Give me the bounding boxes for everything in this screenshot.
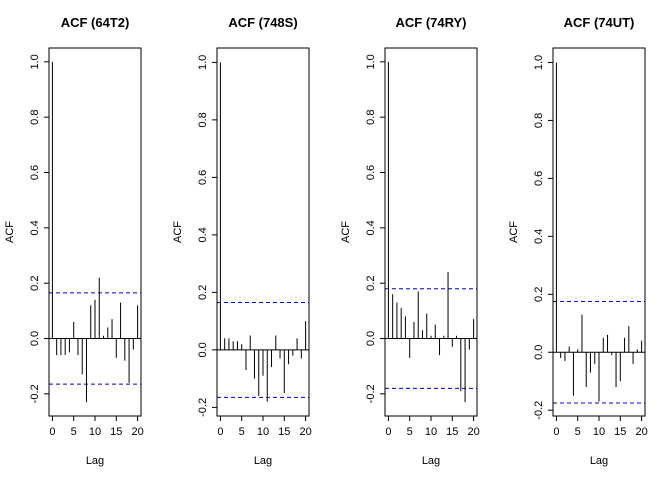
x-tick-label: 5	[71, 426, 77, 438]
plot-frame	[48, 47, 142, 417]
y-tick-label: 1.0	[197, 55, 209, 70]
y-tick-label: -0.2	[29, 384, 41, 403]
y-tick-label: 0.4	[29, 220, 41, 235]
y-tick-label: 0.6	[29, 165, 41, 180]
acf-panel: ACF (748S) 0 5 10 15 20 -0.2 0.0 0.2 0.4 0.6 0.8 1.0…	[172, 15, 312, 467]
acf-panel: ACF (74RY) 0 5 10 15 20 -0.2 0.0 0.2 0.4 0.6 0.8 1.0…	[340, 15, 480, 467]
x-tick-label: 10	[89, 426, 101, 438]
x-tick-label: 5	[239, 426, 245, 438]
y-tick-label: -0.2	[197, 398, 209, 417]
chart-title: ACF (74RY)	[395, 15, 466, 30]
y-tick-label: 0.8	[365, 110, 377, 125]
y-tick-label: 1.0	[365, 54, 377, 69]
acf-panel: ACF (64T2) 0 5 10 15 20 -0.2 0.0 0.2 0.4 0.6 0.8 1.0…	[4, 15, 144, 467]
x-tick-label: 5	[407, 426, 413, 438]
x-tick-label: 20	[635, 426, 647, 438]
plot-frame	[384, 47, 478, 417]
y-tick-label: -0.2	[365, 384, 377, 403]
x-tick-label: 20	[299, 426, 311, 438]
y-tick-label: 1.0	[533, 55, 545, 70]
y-tick-label: 0.0	[197, 342, 209, 357]
y-tick-label: 0.0	[533, 345, 545, 360]
y-tick-label: 0.2	[533, 287, 545, 302]
x-tick-label: 0	[49, 426, 55, 438]
x-tick-label: 15	[614, 426, 626, 438]
acf-panel: ACF (74UT) 0 5 10 15 20 -0.2 0.0 0.2 0.4 0.6 0.8 1.0…	[508, 15, 648, 467]
x-tick-label: 15	[446, 426, 458, 438]
y-tick-label: 0.6	[197, 170, 209, 185]
y-axis-label: ACF	[508, 221, 520, 243]
chart-title: ACF (64T2)	[61, 15, 130, 30]
x-tick-label: 10	[257, 426, 269, 438]
y-tick-label: 0.2	[197, 285, 209, 300]
x-tick-label: 20	[467, 426, 479, 438]
x-axis-label: Lag	[590, 455, 608, 467]
y-tick-label: 0.8	[533, 113, 545, 128]
y-tick-label: 0.0	[365, 331, 377, 346]
x-tick-label: 5	[575, 426, 581, 438]
chart-title: ACF (74UT)	[564, 15, 635, 30]
y-tick-label: -0.2	[533, 401, 545, 420]
y-tick-label: 0.4	[197, 227, 209, 242]
x-tick-label: 15	[110, 426, 122, 438]
x-axis-label: Lag	[254, 455, 272, 467]
y-axis-label: ACF	[340, 221, 352, 243]
x-tick-label: 20	[131, 426, 143, 438]
y-tick-label: 0.4	[365, 220, 377, 235]
x-axis-label: Lag	[422, 455, 440, 467]
x-tick-label: 0	[217, 426, 223, 438]
y-tick-label: 0.8	[197, 112, 209, 127]
x-tick-label: 0	[553, 426, 559, 438]
chart-title: ACF (748S)	[228, 15, 297, 30]
y-axis-label: ACF	[4, 221, 16, 243]
x-tick-label: 10	[425, 426, 437, 438]
y-tick-label: 0.6	[533, 171, 545, 186]
y-tick-label: 0.8	[29, 110, 41, 125]
x-tick-label: 15	[278, 426, 290, 438]
y-tick-label: 1.0	[29, 54, 41, 69]
x-axis-label: Lag	[86, 455, 104, 467]
y-axis-label: ACF	[172, 221, 184, 243]
y-tick-label: 0.0	[29, 331, 41, 346]
y-tick-label: 0.6	[365, 165, 377, 180]
y-tick-label: 0.4	[533, 229, 545, 244]
y-tick-label: 0.2	[365, 276, 377, 291]
x-tick-label: 0	[385, 426, 391, 438]
y-tick-label: 0.2	[29, 276, 41, 291]
x-tick-label: 10	[593, 426, 605, 438]
